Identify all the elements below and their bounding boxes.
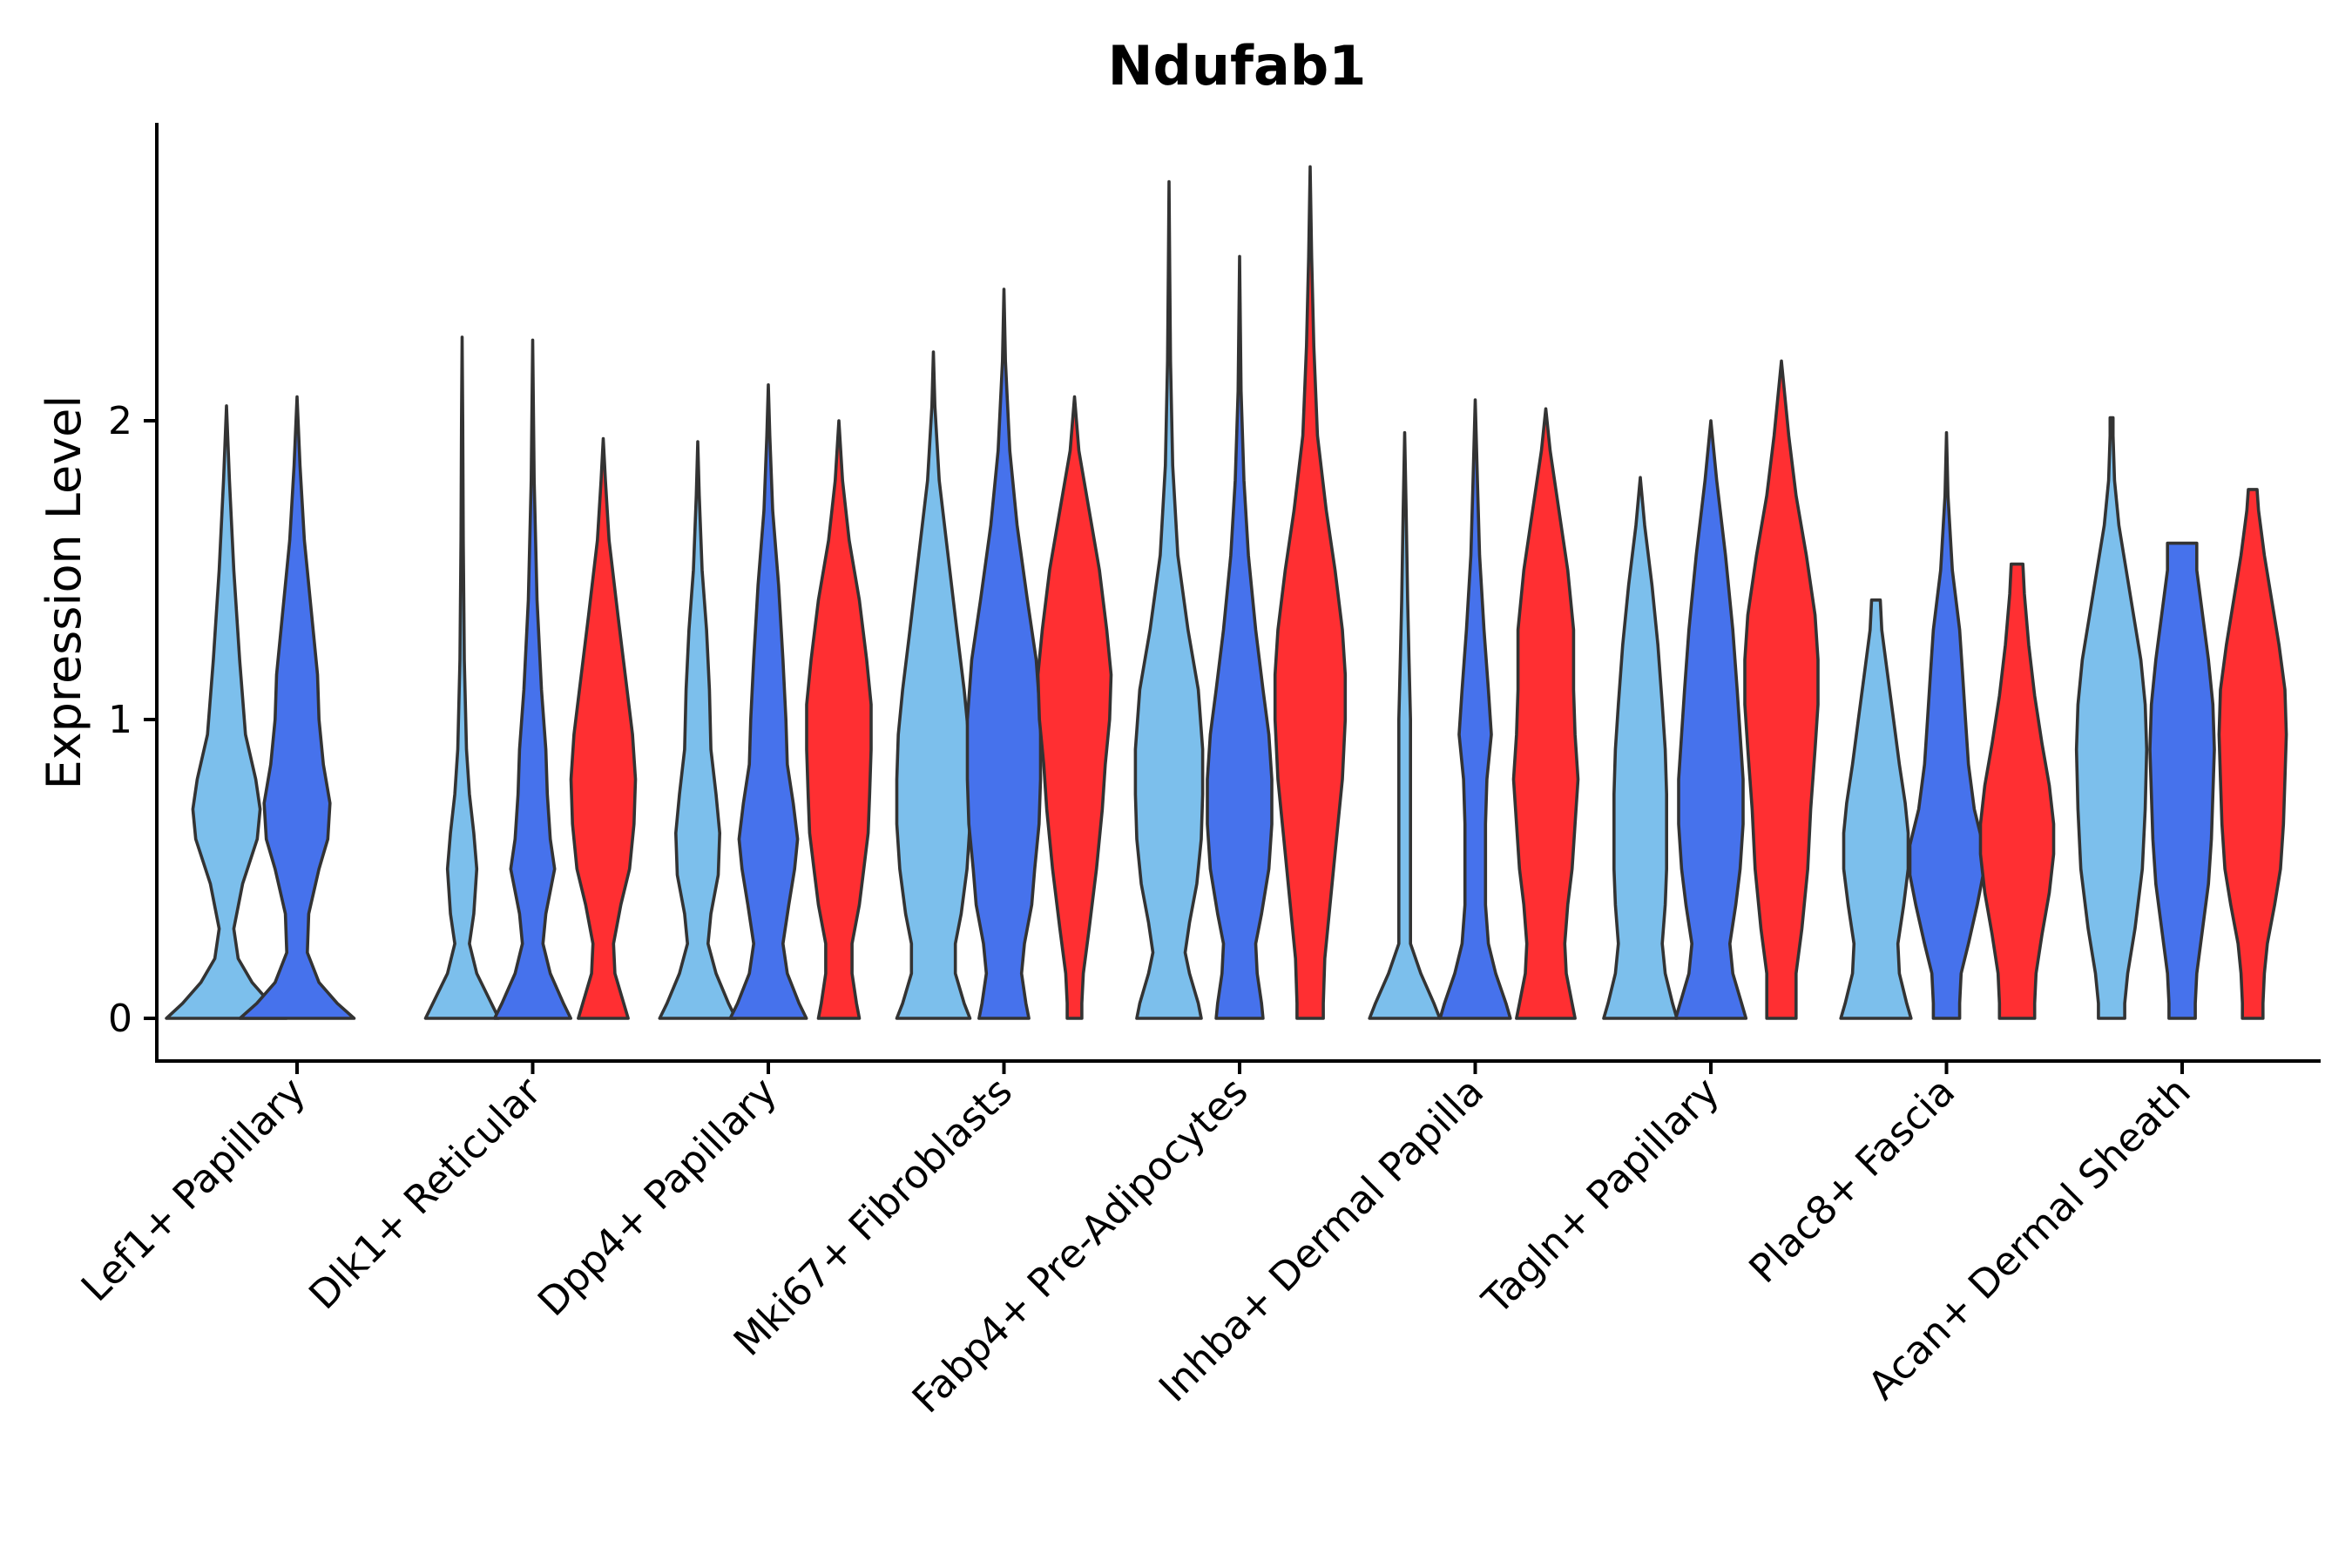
violin-2-group-1 xyxy=(728,383,808,1020)
x-category-label: Lef1+ Papillary xyxy=(72,1068,314,1310)
violin-1-group-0 xyxy=(423,335,501,1020)
violin-8-group-2 xyxy=(2217,488,2288,1020)
violin-2-group-2 xyxy=(805,419,873,1020)
violin-group xyxy=(165,165,2288,1020)
violin-8-group-0 xyxy=(2074,416,2149,1020)
violin-7-group-2 xyxy=(1978,562,2056,1020)
violin-6-group-0 xyxy=(1602,476,1679,1020)
y-tick-label: 1 xyxy=(108,698,132,742)
violin-3-group-0 xyxy=(895,350,972,1020)
violin-6-group-1 xyxy=(1673,419,1748,1020)
violin-3-group-1 xyxy=(965,287,1043,1020)
x-category-label: Tagln+ Papillary xyxy=(1473,1068,1728,1323)
violin-4-group-0 xyxy=(1133,179,1205,1020)
violin-7-group-0 xyxy=(1839,598,1913,1020)
violin-7-group-1 xyxy=(1908,430,1985,1020)
y-axis-label: Expression Level xyxy=(37,395,91,790)
x-category-label: Dlk1+ Reticular xyxy=(300,1068,550,1318)
violin-1-group-2 xyxy=(569,436,638,1020)
violin-4-group-2 xyxy=(1273,165,1348,1020)
y-tick-label: 0 xyxy=(108,997,132,1041)
violin-0-group-0 xyxy=(165,404,288,1020)
violin-5-group-0 xyxy=(1368,430,1442,1020)
violin-3-group-2 xyxy=(1036,395,1113,1020)
violin-0-group-1 xyxy=(238,395,356,1020)
violin-6-group-2 xyxy=(1743,359,1820,1020)
violin-2-group-0 xyxy=(658,440,738,1020)
chart-title: Ndufab1 xyxy=(1108,34,1367,98)
y-tick-label: 2 xyxy=(108,399,132,443)
violin-8-group-1 xyxy=(2148,541,2216,1020)
x-category-label: Plac8+ Fascia xyxy=(1740,1068,1963,1292)
violin-5-group-1 xyxy=(1438,398,1512,1020)
violin-4-group-1 xyxy=(1206,254,1274,1020)
violin-1-group-1 xyxy=(493,338,572,1020)
violin-5-group-2 xyxy=(1511,407,1580,1020)
x-category-label: Dpp4+ Papillary xyxy=(529,1068,786,1325)
y-axis-ticks: 0 1 2 xyxy=(108,399,157,1041)
